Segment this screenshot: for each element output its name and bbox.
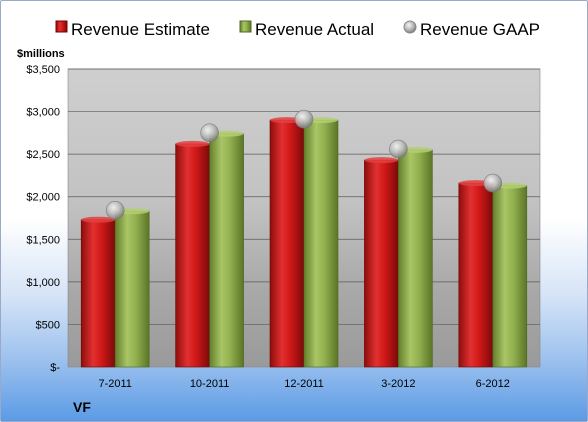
chart-legend: Revenue Estimate Revenue Actual Revenue … xyxy=(55,20,540,39)
y-axis: $- $500 $1,000 $1,500 $2,000 $2,500 $3,000 $3,5… xyxy=(26,64,60,374)
company-ticker: VF xyxy=(73,399,91,415)
bar-revenue-actual xyxy=(398,149,433,368)
marker-revenue-gaap xyxy=(200,123,219,143)
bar-revenue-actual xyxy=(492,185,528,368)
x-tick-label: 3-2012 xyxy=(381,378,415,390)
bar-revenue-estimate xyxy=(80,219,116,368)
bar-revenue-estimate xyxy=(175,143,210,368)
y-tick-label: $3,500 xyxy=(26,64,60,76)
x-axis: 7-2011 10-2011 12-2011 3-2012 6-2012 xyxy=(98,378,509,390)
marker-revenue-gaap xyxy=(105,201,125,220)
legend-marker-revenue-gaap xyxy=(403,20,417,34)
bar-revenue-estimate xyxy=(458,182,494,368)
bar-top-revenue-estimate xyxy=(364,157,399,164)
legend-label-revenue-gaap: Revenue GAAP xyxy=(420,20,540,39)
gaap-markers xyxy=(105,109,503,220)
y-tick-label: $1,500 xyxy=(26,234,60,246)
y-tick-label: $2,500 xyxy=(26,149,60,161)
bar-revenue-estimate xyxy=(269,119,305,368)
marker-revenue-gaap xyxy=(483,173,503,193)
legend-swatch-revenue-estimate xyxy=(55,20,68,33)
y-tick-label: $2,000 xyxy=(26,192,60,204)
y-unit-label: $millions xyxy=(17,48,65,60)
marker-revenue-gaap xyxy=(389,139,408,159)
bar-revenue-actual xyxy=(114,210,150,368)
y-tick-label: $- xyxy=(50,362,60,374)
legend-label-revenue-estimate: Revenue Estimate xyxy=(71,20,210,39)
x-tick-label: 12-2011 xyxy=(284,378,324,390)
bar-revenue-estimate xyxy=(364,159,399,368)
bar-top-revenue-estimate xyxy=(81,216,116,223)
y-tick-label: $3,000 xyxy=(26,107,60,119)
x-tick-label: 10-2011 xyxy=(190,378,230,390)
y-tick-label: $1,000 xyxy=(26,277,60,289)
marker-revenue-gaap xyxy=(294,109,314,129)
bar-revenue-actual xyxy=(209,133,244,368)
y-tick-label: $500 xyxy=(36,319,60,331)
x-tick-label: 7-2011 xyxy=(98,378,131,390)
bar-revenue-actual xyxy=(303,119,339,368)
legend-swatch-revenue-actual xyxy=(239,20,252,33)
legend-label-revenue-actual: Revenue Actual xyxy=(255,20,374,39)
x-tick-label: 6-2012 xyxy=(476,378,510,390)
bar-top-revenue-estimate xyxy=(175,140,210,147)
